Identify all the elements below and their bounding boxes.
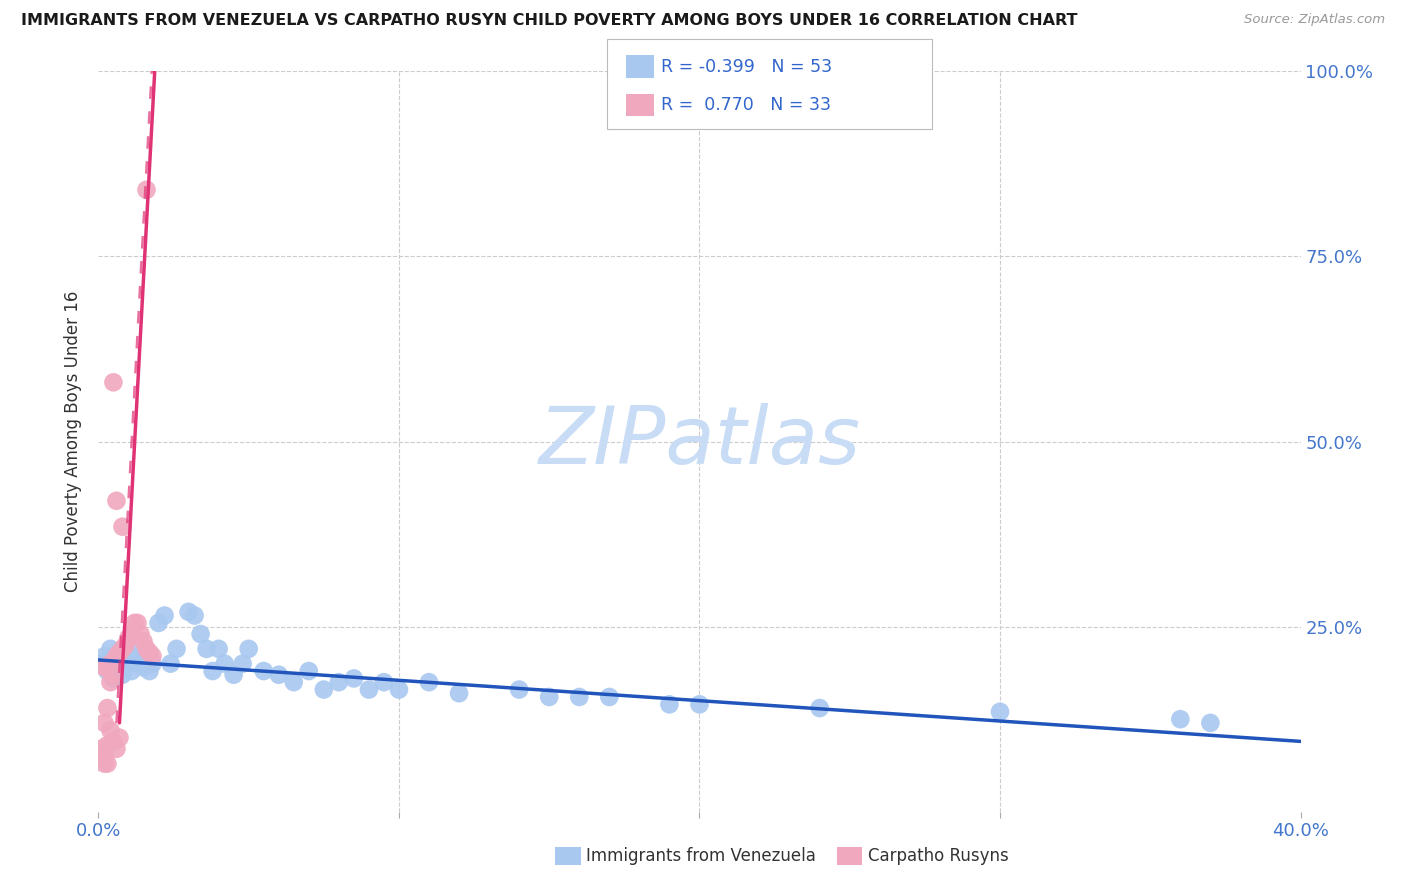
- Point: [159, 657, 181, 671]
- Point: [103, 376, 125, 390]
- Point: [357, 682, 380, 697]
- Text: Source: ZipAtlas.com: Source: ZipAtlas.com: [1244, 13, 1385, 27]
- Point: [312, 682, 335, 697]
- Point: [108, 646, 131, 660]
- Point: [190, 627, 212, 641]
- Point: [598, 690, 620, 704]
- Point: [135, 641, 157, 656]
- Point: [96, 701, 118, 715]
- Point: [103, 667, 125, 681]
- Point: [1170, 712, 1192, 726]
- Point: [93, 715, 115, 730]
- Point: [201, 664, 224, 678]
- Point: [988, 705, 1011, 719]
- Point: [138, 646, 160, 660]
- Point: [93, 660, 115, 674]
- Point: [100, 657, 122, 671]
- Point: [508, 682, 530, 697]
- Point: [93, 749, 115, 764]
- Point: [195, 641, 218, 656]
- Point: [222, 667, 245, 681]
- Point: [132, 634, 155, 648]
- Point: [93, 649, 115, 664]
- Point: [105, 657, 128, 671]
- Point: [114, 638, 136, 652]
- Point: [127, 657, 149, 671]
- Point: [121, 664, 143, 678]
- Point: [90, 741, 112, 756]
- Point: [129, 649, 152, 664]
- Point: [208, 641, 231, 656]
- Point: [388, 682, 411, 697]
- Point: [177, 605, 200, 619]
- Point: [127, 615, 149, 630]
- Point: [166, 641, 188, 656]
- Point: [283, 675, 305, 690]
- Point: [117, 631, 139, 645]
- Text: Immigrants from Venezuela: Immigrants from Venezuela: [586, 847, 815, 865]
- Point: [183, 608, 205, 623]
- Text: Carpatho Rusyns: Carpatho Rusyns: [868, 847, 1008, 865]
- Point: [103, 672, 125, 686]
- Point: [141, 657, 163, 671]
- Point: [93, 756, 115, 771]
- Point: [124, 646, 146, 660]
- Point: [418, 675, 440, 690]
- Point: [108, 731, 131, 745]
- Point: [129, 627, 152, 641]
- Point: [232, 657, 254, 671]
- Point: [808, 701, 831, 715]
- Point: [343, 672, 366, 686]
- Point: [148, 615, 170, 630]
- Point: [108, 646, 131, 660]
- Point: [138, 664, 160, 678]
- Point: [141, 649, 163, 664]
- Point: [689, 698, 711, 712]
- Point: [90, 657, 112, 671]
- Point: [447, 686, 470, 700]
- Point: [111, 519, 134, 533]
- Point: [96, 660, 118, 674]
- Text: IMMIGRANTS FROM VENEZUELA VS CARPATHO RUSYN CHILD POVERTY AMONG BOYS UNDER 16 CO: IMMIGRANTS FROM VENEZUELA VS CARPATHO RU…: [21, 13, 1077, 29]
- Text: ZIPatlas: ZIPatlas: [538, 402, 860, 481]
- Point: [538, 690, 561, 704]
- Point: [135, 183, 157, 197]
- Point: [135, 649, 157, 664]
- Point: [253, 664, 276, 678]
- Point: [658, 698, 681, 712]
- Point: [96, 756, 118, 771]
- Point: [238, 641, 260, 656]
- Point: [105, 649, 128, 664]
- Point: [132, 660, 155, 674]
- Point: [96, 664, 118, 678]
- Point: [117, 657, 139, 671]
- Point: [111, 641, 134, 656]
- Point: [100, 723, 122, 738]
- Point: [111, 667, 134, 681]
- Point: [153, 608, 176, 623]
- Point: [214, 657, 236, 671]
- Point: [121, 627, 143, 641]
- Point: [328, 675, 350, 690]
- Point: [373, 675, 395, 690]
- Point: [124, 615, 146, 630]
- Text: R = -0.399   N = 53: R = -0.399 N = 53: [661, 58, 832, 76]
- Point: [103, 734, 125, 748]
- Point: [568, 690, 591, 704]
- Point: [100, 675, 122, 690]
- Point: [105, 741, 128, 756]
- Point: [114, 649, 136, 664]
- Y-axis label: Child Poverty Among Boys Under 16: Child Poverty Among Boys Under 16: [65, 291, 83, 592]
- Point: [96, 738, 118, 752]
- Text: R =  0.770   N = 33: R = 0.770 N = 33: [661, 96, 831, 114]
- Point: [267, 667, 290, 681]
- Point: [100, 641, 122, 656]
- Point: [1199, 715, 1222, 730]
- Point: [298, 664, 321, 678]
- Point: [105, 493, 128, 508]
